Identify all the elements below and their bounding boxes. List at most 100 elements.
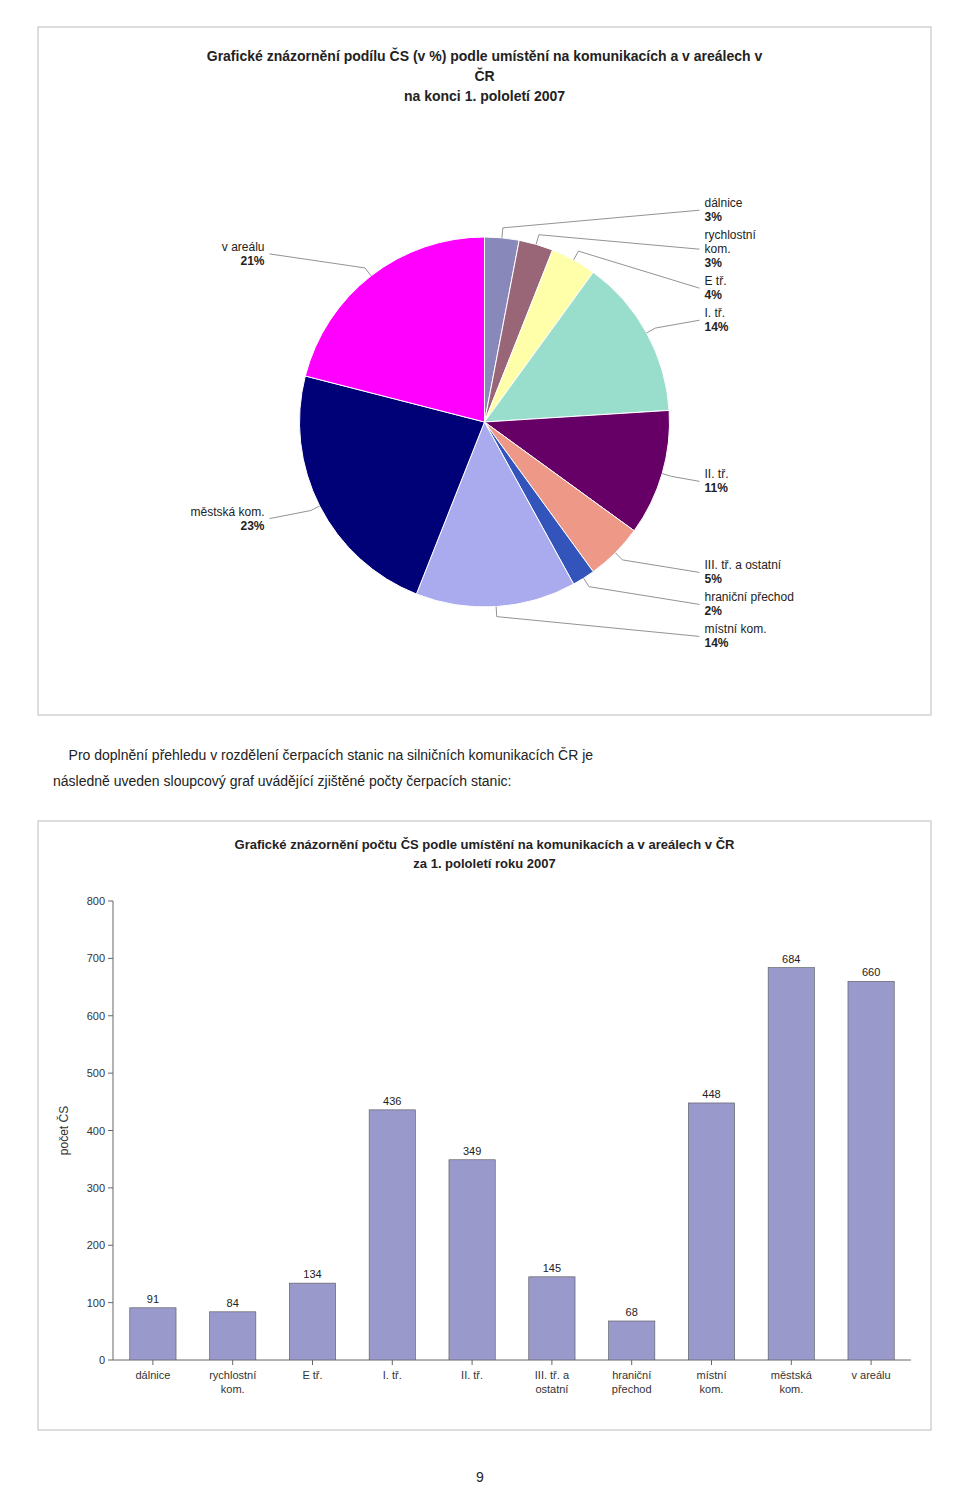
slice-category: místní kom. [705,622,767,636]
chart-title: Grafické znázornění podílu ČS (v %) podl… [207,47,763,104]
chart-title: Grafické znázornění počtu ČS podle umíst… [235,837,736,871]
tick-label: 700 [87,952,105,964]
slice-category: hraniční přechod [705,590,794,604]
data-label: 68 [626,1306,638,1318]
axis-label: počet ČS [56,1106,71,1155]
page-number: 9 [476,1469,484,1485]
tick-label: v areálu [852,1369,891,1381]
slice-value: 11% [705,481,729,495]
slice-label: dálnice3% [705,196,743,224]
page: {"chart_data": [ {"type": "pie", "title"… [0,0,960,1505]
data-label: 134 [303,1268,321,1280]
y-axis: 0100200300400500600700800počet ČS [56,895,911,1366]
slice-category: II. tř. [705,467,729,481]
text-line: kom. [221,1383,245,1395]
tick-mark [871,1360,872,1365]
slice-category: I. tř. [705,306,726,320]
text-line: kom. [779,1383,803,1395]
data-label: 349 [463,1145,481,1157]
tick-mark [711,1360,712,1365]
leader-line [584,578,700,604]
text-line: hraniční přechod [705,590,794,604]
data-label: 448 [702,1088,720,1100]
slice-label: I. tř.14% [705,306,729,334]
tick-mark [232,1360,233,1365]
bar [848,981,894,1360]
slice-category: dálnice [705,196,743,210]
bar-labels: 918413443634914568448684660 [147,953,881,1318]
bar [130,1308,176,1360]
slice-value: 23% [240,519,264,533]
text-line: přechod [612,1383,652,1395]
slice-value: 14% [705,320,729,334]
data-label: 91 [147,1293,159,1305]
pie-wedges [300,237,670,607]
slice-label: rychlostníkom.3% [705,228,757,270]
slice-category: E tř. [705,274,727,288]
text-line: kom. [700,1383,724,1395]
text-line: městská kom. [190,505,264,519]
text-line: hraniční [612,1369,651,1381]
text-line: Grafické znázornění počtu ČS podle umíst… [235,837,736,852]
pie-slice [485,272,670,422]
slice-value: 21% [240,254,264,268]
data-label: 145 [543,1262,561,1274]
slice-category: v areálu [222,240,265,254]
text-line: E tř. [302,1369,322,1381]
tick-mark [152,1360,153,1365]
tick-mark [108,1360,113,1361]
tick-mark [108,901,113,902]
slice-label: hraniční přechod2% [705,590,794,618]
tick-label: 200 [87,1239,105,1251]
slice-label: v areálu21% [222,240,265,268]
slice-category: rychlostníkom. [705,228,757,256]
body-text: Pro doplnění přehledu v rozdělení čerpac… [53,747,593,763]
tick-mark [108,1130,113,1131]
slice-value: 3% [705,210,723,224]
tick-mark [791,1360,792,1365]
panel-frame [38,821,931,1430]
leader-line [496,607,699,637]
bar [529,1277,575,1360]
tick-label: hraniční přechod [612,1369,652,1395]
data-label: 660 [862,966,880,978]
tick-mark [108,1245,113,1246]
tick-mark [312,1360,313,1365]
text-line: dálnice [705,196,743,210]
tick-label: 600 [87,1010,105,1022]
tick-mark [108,1073,113,1074]
slice-label: III. tř. a ostatní5% [705,558,782,586]
bar [289,1283,335,1360]
bar [449,1160,495,1360]
leader-line [502,210,700,238]
x-axis: dálnicerychlostníkom.E tř.I. tř.II. tř.I… [135,1360,890,1395]
leader-line [536,235,699,249]
bar [609,1321,655,1360]
text-line: v areálu [222,240,265,254]
tick-label: městskákom. [771,1369,813,1395]
text-line: III. tř. a [535,1369,570,1381]
tick-label: dálnice [135,1369,170,1381]
slice-label: městská kom.23% [190,505,264,533]
bar [768,968,814,1360]
text-line: III. tř. a ostatní [705,558,782,572]
slice-value: 3% [705,256,723,270]
text-line: dálnice [135,1369,170,1381]
leader-line [270,506,320,519]
tick-label: 0 [99,1354,105,1366]
slice-category: III. tř. a ostatní [705,558,782,572]
tick-mark [108,1187,113,1188]
pie-chart: Grafické znázornění podílu ČS (v %) podl… [38,27,931,715]
leader-line [647,320,700,333]
body-text: následně uveden sloupcový graf uvádějící… [53,773,511,789]
slice-category: městská kom. [190,505,264,519]
text-line: II. tř. [705,467,729,481]
text-line: kom. [705,242,731,256]
data-label: 84 [227,1297,239,1309]
bar [210,1312,256,1360]
tick-label: E tř. [302,1369,322,1381]
text-line: rychlostní [209,1369,256,1381]
tick-label: 800 [87,895,105,907]
text-line: místní [697,1369,727,1381]
data-label: 684 [782,953,800,965]
